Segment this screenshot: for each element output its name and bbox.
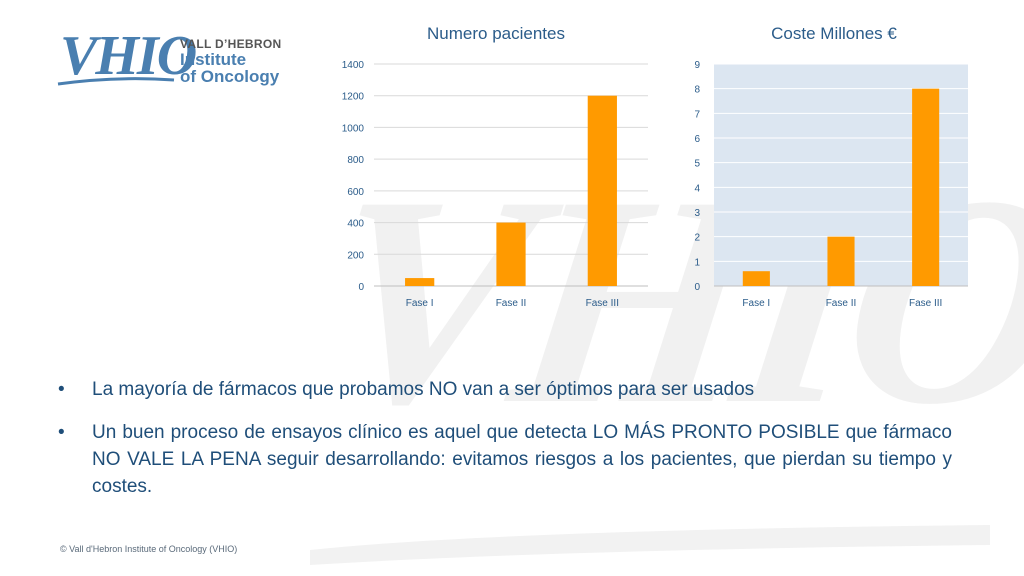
y-tick-label: 7 <box>694 109 700 120</box>
y-tick-label: 600 <box>347 187 364 198</box>
y-tick-label: 5 <box>694 159 700 170</box>
y-tick-label: 1400 <box>342 60 365 71</box>
y-tick-label: 3 <box>694 208 700 219</box>
bullet-item: • La mayoría de fármacos que probamos NO… <box>56 376 952 403</box>
logo-line-1: VALL D’HEBRON <box>180 37 282 51</box>
x-tick-label: Fase II <box>496 298 527 309</box>
logo-swoosh-icon <box>57 77 175 86</box>
x-tick-label: Fase III <box>909 298 942 309</box>
logo-text: VALL D’HEBRON Institute of Oncology <box>180 38 281 86</box>
logo-mark: VHIO <box>60 25 197 87</box>
bullet-list: • La mayoría de fármacos que probamos NO… <box>56 376 952 500</box>
y-tick-label: 0 <box>694 282 700 293</box>
footer-copyright: © Vall d'Hebron Institute of Oncology (V… <box>60 544 238 554</box>
y-tick-label: 6 <box>694 134 700 145</box>
bar <box>912 88 940 286</box>
y-tick-label: 200 <box>347 250 364 261</box>
bar <box>742 271 770 286</box>
vhio-logo: VHIO VALL D’HEBRON Institute of Oncology <box>56 18 296 98</box>
y-tick-label: 8 <box>694 85 700 96</box>
bar <box>405 278 435 286</box>
patients-chart-title: Numero pacientes <box>427 24 565 43</box>
y-tick-label: 1200 <box>342 92 365 103</box>
bar <box>496 222 526 286</box>
bullet-text: La mayoría de fármacos que probamos NO v… <box>92 379 755 400</box>
y-tick-label: 2 <box>694 233 700 244</box>
logo-line-3: of Oncology <box>180 67 280 87</box>
y-tick-label: 9 <box>694 60 700 71</box>
y-tick-label: 1 <box>694 257 700 268</box>
bar <box>587 95 617 286</box>
y-tick-label: 800 <box>347 155 364 166</box>
bullet-marker: • <box>58 379 65 400</box>
cost-chart-title: Coste Millones € <box>771 24 897 43</box>
x-tick-label: Fase I <box>406 298 434 309</box>
bullet-text: Un buen proceso de ensayos clínico es aq… <box>92 422 952 497</box>
cost-chart: 0 1 2 3 4 5 6 7 8 9 Fase I Fase II Fase III <box>694 60 968 309</box>
bullet-marker: • <box>58 422 65 443</box>
patients-chart: 0 200 400 600 800 1000 1200 1400 Fase I Fase II Fa… <box>342 60 648 309</box>
bullet-item: • Un buen proceso de ensayos clínico es … <box>56 419 952 500</box>
logo-line-2: Institute <box>180 49 247 69</box>
y-tick-label: 0 <box>358 282 364 293</box>
y-tick-label: 400 <box>347 219 364 230</box>
bar <box>827 236 855 286</box>
x-tick-label: Fase II <box>826 298 857 309</box>
y-tick-label: 1000 <box>342 123 365 134</box>
x-tick-label: Fase III <box>586 298 619 309</box>
x-tick-label: Fase I <box>742 298 770 309</box>
background-swoosh <box>310 525 990 565</box>
y-tick-label: 4 <box>694 183 700 194</box>
